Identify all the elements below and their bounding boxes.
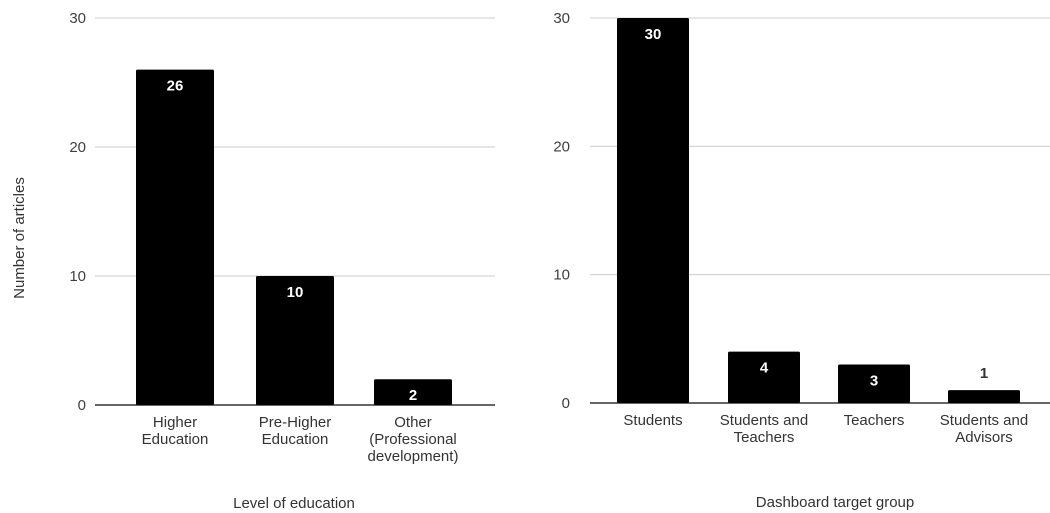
bar xyxy=(617,18,689,403)
x-axis-title: Level of education xyxy=(233,495,355,512)
bar-value-label: 4 xyxy=(760,360,769,377)
bar-value-label: 1 xyxy=(980,365,988,382)
category-label: Teachers xyxy=(844,412,905,429)
bar xyxy=(256,276,334,405)
bar xyxy=(838,364,910,403)
y-axis-title: Number of articles xyxy=(11,177,28,299)
bar xyxy=(136,69,214,405)
y-tick-label: 30 xyxy=(553,10,570,27)
bar-value-label: 26 xyxy=(167,78,184,95)
category-label-line: Higher xyxy=(153,414,197,431)
category-label: Students xyxy=(623,412,682,429)
y-tick-label: 10 xyxy=(553,267,570,284)
bar xyxy=(374,379,452,405)
category-label-line: (Professional xyxy=(369,431,457,448)
bar-value-label: 3 xyxy=(870,373,878,390)
bar xyxy=(728,351,800,403)
category-label-line: Students and xyxy=(940,412,1028,429)
category-label: Higher Education xyxy=(142,414,209,448)
bar-value-label: 10 xyxy=(287,284,304,301)
x-axis-title: Dashboard target group xyxy=(756,494,914,511)
bar xyxy=(948,390,1020,403)
category-label-line: Other xyxy=(394,414,432,431)
y-tick-label: 10 xyxy=(69,268,86,285)
y-tick-label: 30 xyxy=(69,10,86,27)
y-tick-label: 0 xyxy=(562,395,570,412)
y-tick-label: 20 xyxy=(69,139,86,156)
category-label-line: Education xyxy=(262,431,329,448)
category-label: Students and Advisors xyxy=(940,412,1028,446)
category-label-line: Students and xyxy=(720,412,808,429)
category-label: Other (Professional development) xyxy=(368,414,459,465)
y-tick-label: 0 xyxy=(78,397,86,414)
category-label-line: Advisors xyxy=(955,429,1013,446)
category-label-line: Teachers xyxy=(844,412,905,429)
category-label-line: Students xyxy=(623,412,682,429)
y-tick-label: 20 xyxy=(553,138,570,155)
bar-value-label: 30 xyxy=(645,26,662,43)
category-label-line: Pre-Higher xyxy=(259,414,332,431)
category-label-line: Education xyxy=(142,431,209,448)
bar-value-label: 2 xyxy=(409,387,417,404)
category-label-line: development) xyxy=(368,448,459,465)
category-label: Students and Teachers xyxy=(720,412,808,446)
category-label-line: Teachers xyxy=(734,429,795,446)
category-label: Pre-Higher Education xyxy=(259,414,332,448)
